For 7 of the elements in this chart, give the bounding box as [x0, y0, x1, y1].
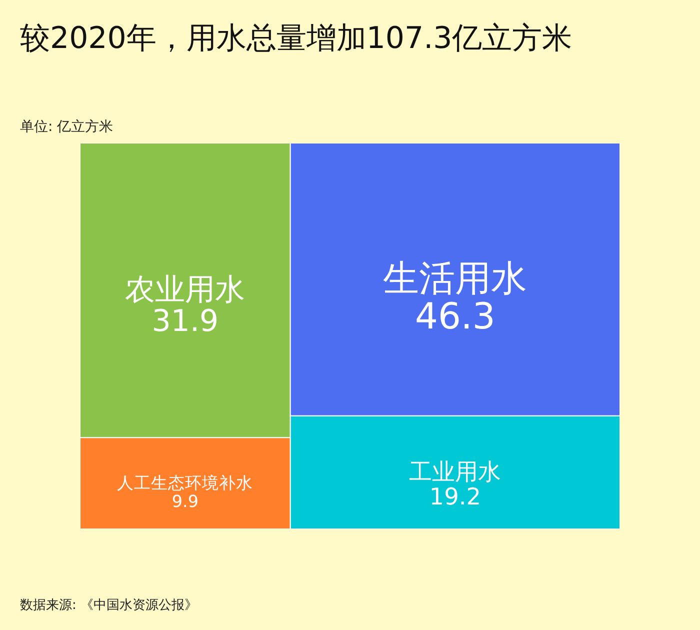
- data-label: 19.2: [429, 484, 482, 511]
- category-label: 工业用水: [409, 458, 502, 486]
- data-label: 9.9: [172, 492, 198, 511]
- text: 单位: 亿立方米: [20, 118, 114, 136]
- text: 较2020年，用水总量增加107.3亿立方米: [20, 20, 572, 58]
- category-label: 人工生态环境补水: [117, 473, 254, 492]
- source-note: 数据来源: 《中国水资源公报》: [20, 597, 198, 614]
